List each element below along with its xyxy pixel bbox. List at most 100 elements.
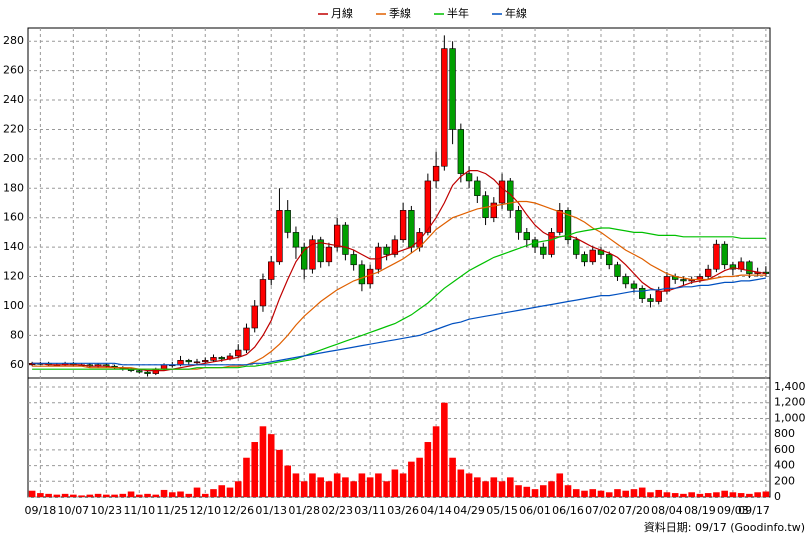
volume-bar bbox=[309, 473, 316, 497]
volume-bar bbox=[243, 457, 250, 497]
volume-bar bbox=[581, 490, 588, 497]
volume-bar bbox=[597, 490, 605, 497]
volume-bar bbox=[449, 457, 456, 497]
candle-body bbox=[548, 232, 555, 255]
volume-bar bbox=[457, 469, 465, 497]
volume-bar bbox=[614, 489, 621, 497]
volume-bar bbox=[366, 477, 374, 497]
volume-bar bbox=[391, 469, 399, 497]
legend-label: 年線 bbox=[505, 6, 527, 20]
candle-body bbox=[358, 264, 366, 285]
legend-label: 季線 bbox=[389, 6, 411, 20]
candle-body bbox=[465, 173, 473, 182]
candle-body bbox=[284, 210, 291, 233]
volume-bar bbox=[267, 434, 275, 497]
candle-body bbox=[292, 232, 300, 248]
volume-bar bbox=[539, 485, 547, 497]
footer: 資料日期: 09/17 (Goodinfo.tw) bbox=[644, 520, 805, 534]
candle-body bbox=[713, 243, 720, 270]
volume-bar bbox=[201, 493, 209, 497]
x-tick-label: 08/19 bbox=[684, 504, 716, 517]
candle-body bbox=[639, 287, 646, 299]
candle-body bbox=[614, 264, 621, 277]
candle-body bbox=[259, 279, 267, 307]
volume-bar bbox=[589, 489, 597, 497]
x-tick-label: 07/02 bbox=[585, 504, 617, 517]
volume-bar bbox=[317, 477, 324, 497]
candle-body bbox=[564, 210, 572, 241]
candle-body bbox=[630, 283, 638, 289]
candle-body bbox=[177, 360, 184, 366]
candle-body bbox=[243, 327, 250, 351]
volume-bar bbox=[152, 494, 160, 497]
volume-bar bbox=[515, 485, 522, 497]
legend-label: 半年 bbox=[447, 6, 469, 20]
volume-bar bbox=[605, 492, 613, 497]
volume-bar bbox=[548, 481, 555, 497]
y-tick-label: 140 bbox=[3, 240, 24, 253]
x-tick-label: 01/28 bbox=[288, 504, 320, 517]
x-tick-label: 11/25 bbox=[156, 504, 188, 517]
volume-bar bbox=[754, 492, 761, 497]
y-tick-label: 100 bbox=[3, 299, 24, 312]
volume-bar bbox=[482, 481, 489, 497]
candle-body bbox=[251, 305, 258, 329]
y-tick-label: 600 bbox=[774, 443, 795, 456]
candle-body bbox=[136, 370, 143, 373]
volume-bar bbox=[680, 493, 687, 497]
volume-bar bbox=[622, 490, 630, 497]
volume-bar bbox=[292, 473, 300, 497]
candle-body bbox=[152, 368, 159, 374]
volume-bar bbox=[160, 489, 168, 497]
x-tick-label: 10/23 bbox=[90, 504, 122, 517]
volume-bar bbox=[94, 493, 102, 497]
candle-body bbox=[581, 254, 588, 263]
y-tick-label: 1,000 bbox=[774, 411, 806, 424]
candle-body bbox=[408, 210, 415, 248]
y-tick-label: 180 bbox=[3, 181, 24, 194]
y-tick-label: 280 bbox=[3, 34, 24, 47]
x-tick-label: 09/18 bbox=[25, 504, 57, 517]
volume-bar bbox=[556, 473, 564, 497]
y-tick-label: 200 bbox=[3, 152, 24, 165]
candle-body bbox=[704, 268, 712, 277]
candle-body bbox=[729, 264, 737, 270]
candle-body bbox=[515, 210, 522, 233]
y-tick-label: 260 bbox=[3, 64, 24, 77]
volume-bar bbox=[737, 493, 745, 497]
volume-bar bbox=[70, 494, 77, 497]
volume-bar bbox=[210, 489, 217, 497]
volume-bar bbox=[136, 494, 143, 497]
volume-bar bbox=[688, 492, 695, 497]
candle-body bbox=[606, 254, 613, 266]
volume-bar bbox=[28, 490, 36, 497]
volume-bar bbox=[647, 492, 654, 497]
candle-body bbox=[276, 210, 283, 263]
volume-bar bbox=[638, 487, 646, 497]
volume-bar bbox=[424, 442, 432, 497]
x-tick-label: 06/01 bbox=[519, 504, 551, 517]
volume-bar bbox=[325, 481, 333, 497]
x-tick-label: 04/14 bbox=[420, 504, 452, 517]
candle-body bbox=[523, 232, 530, 241]
y-tick-label: 60 bbox=[10, 358, 24, 371]
candle-body bbox=[333, 224, 341, 248]
volume-bar bbox=[103, 494, 110, 497]
volume-bar bbox=[408, 461, 415, 497]
volume-bar bbox=[630, 489, 638, 497]
x-tick-label: 12/26 bbox=[222, 504, 254, 517]
candle-body bbox=[350, 254, 357, 266]
volume-bar bbox=[498, 481, 506, 497]
y-tick-label: 240 bbox=[3, 93, 24, 106]
candle-body bbox=[160, 364, 168, 370]
volume-bar bbox=[375, 473, 382, 497]
volume-bar bbox=[383, 481, 390, 497]
volume-bar bbox=[671, 493, 679, 497]
x-tick-label: 10/07 bbox=[57, 504, 89, 517]
volume-bar bbox=[144, 493, 151, 497]
candle-body bbox=[317, 239, 324, 263]
candle-body bbox=[507, 180, 514, 211]
candle-body bbox=[680, 279, 687, 282]
volume-bar bbox=[507, 477, 514, 497]
